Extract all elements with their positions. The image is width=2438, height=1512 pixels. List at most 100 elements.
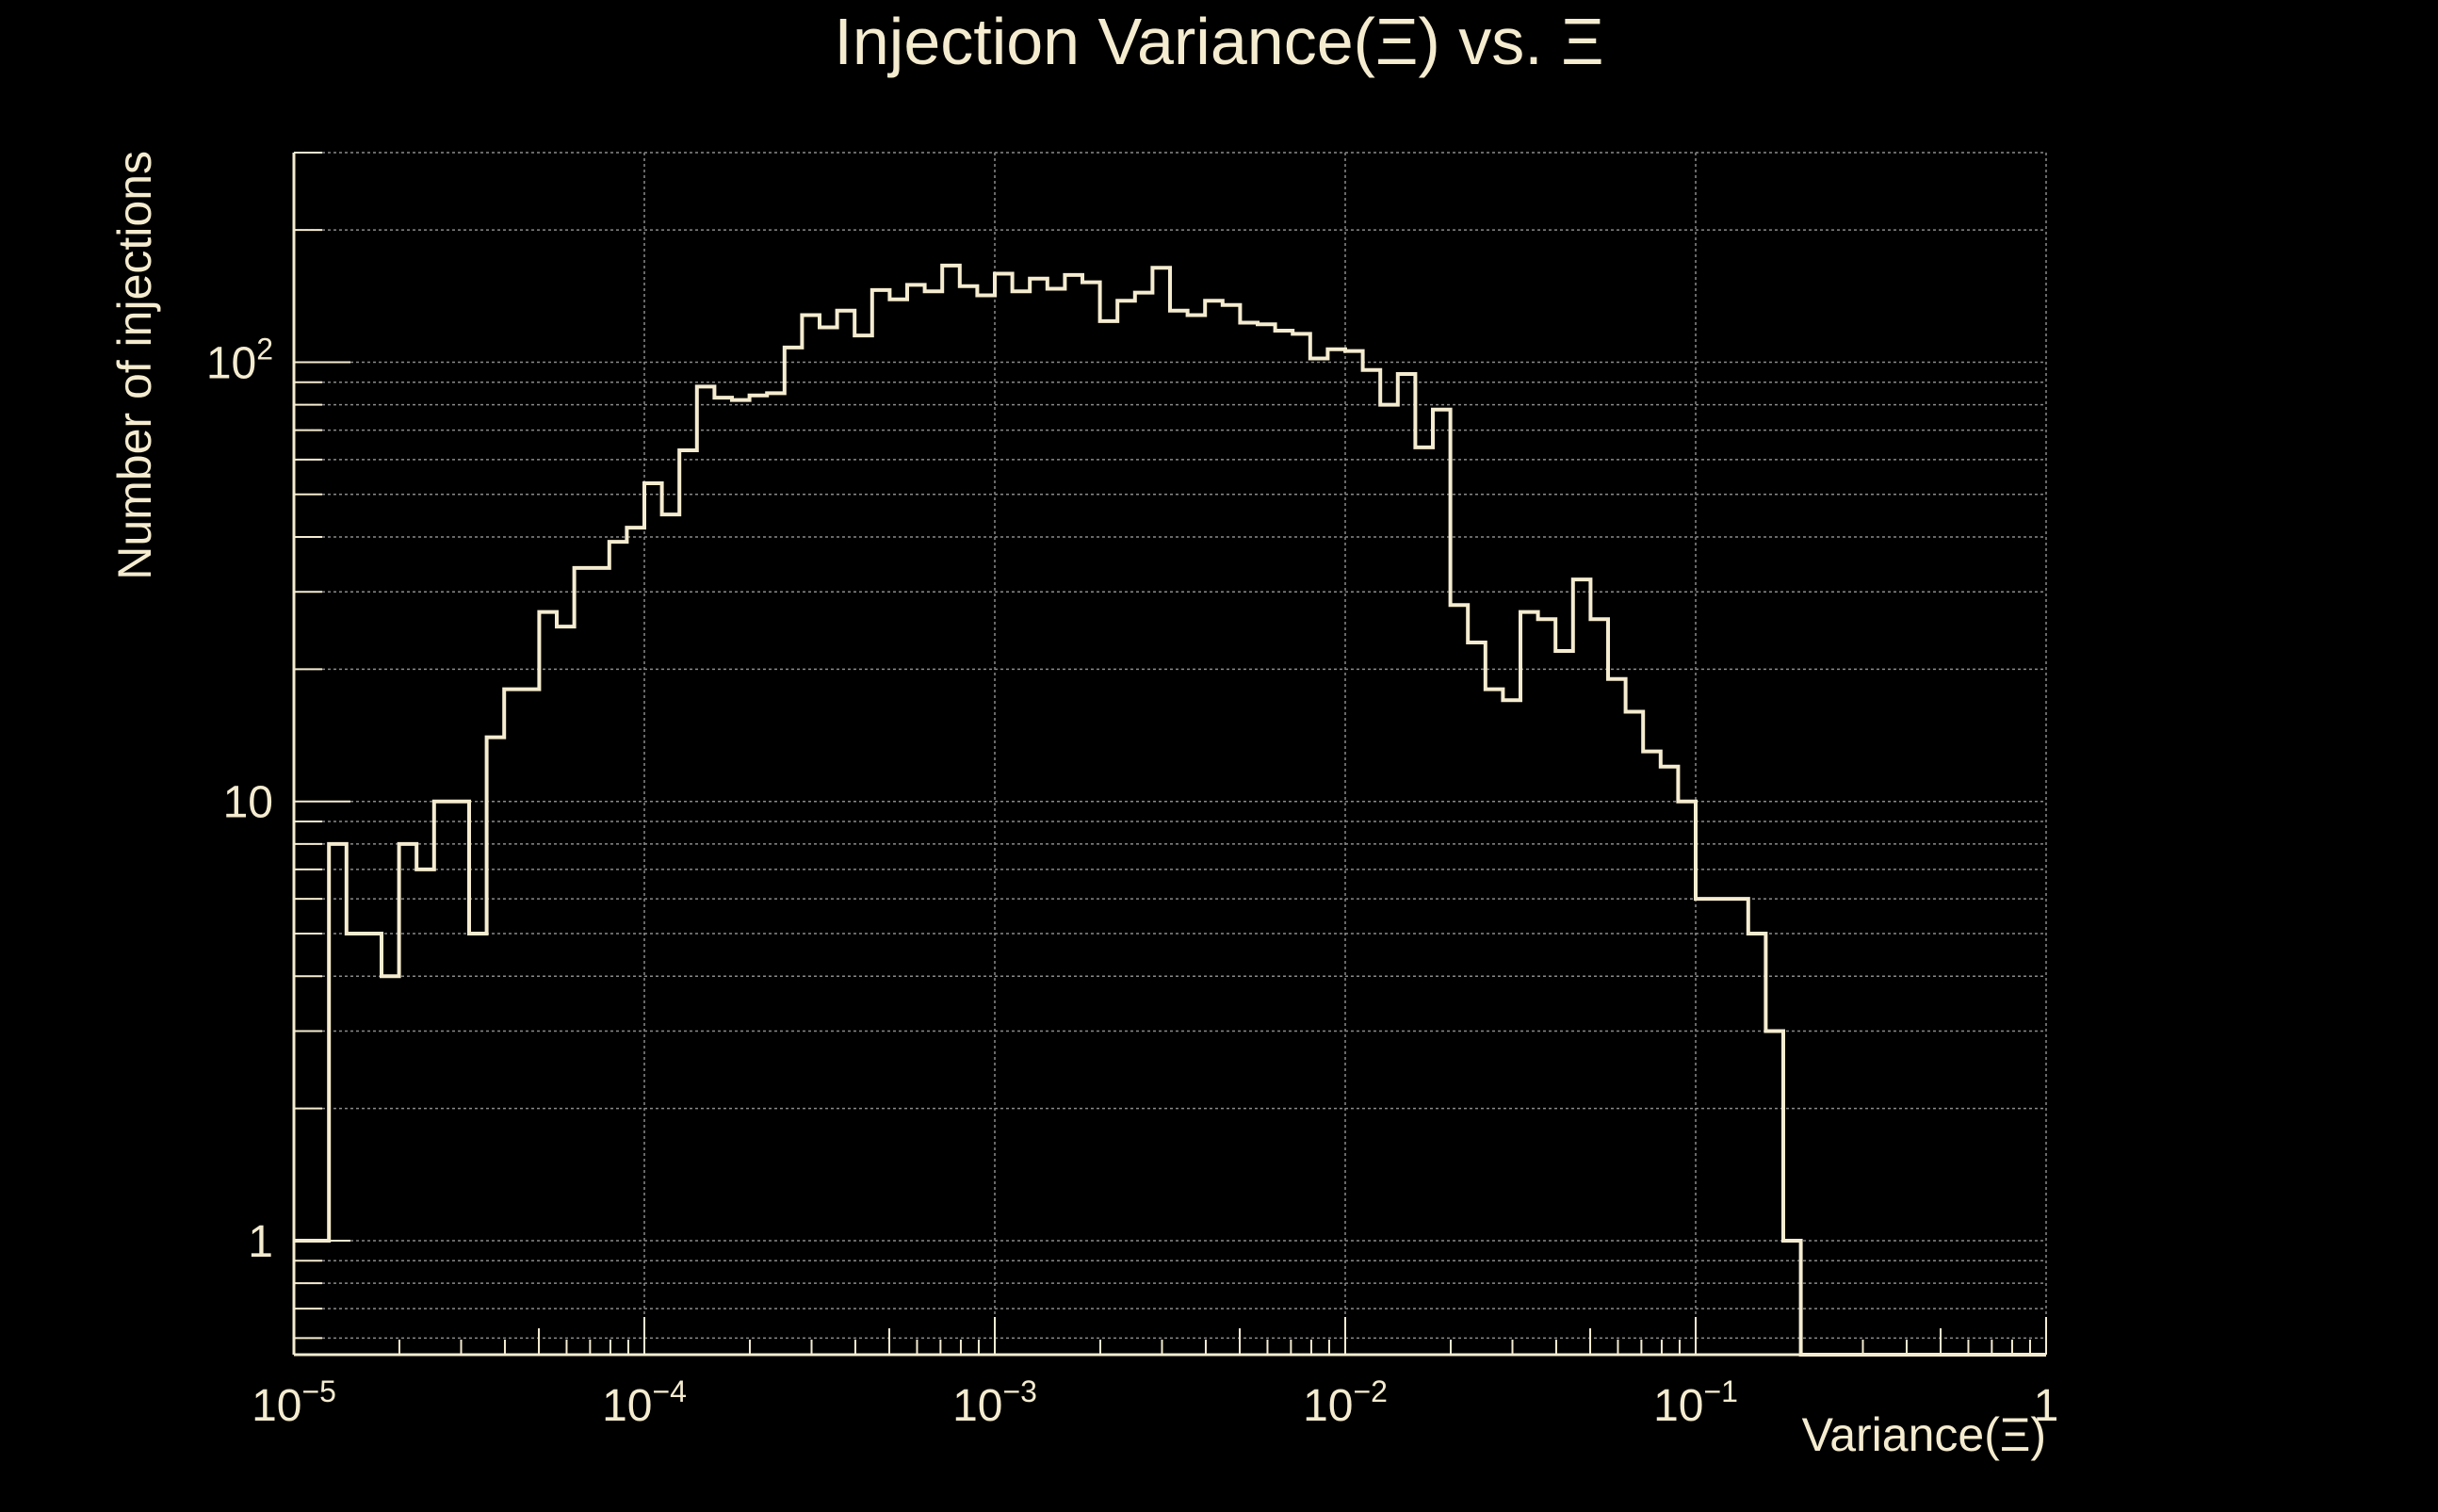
histogram-bin bbox=[1292, 333, 1310, 1355]
histogram-bin bbox=[1486, 690, 1503, 1355]
histogram-bin bbox=[592, 568, 610, 1355]
histogram-bin bbox=[364, 934, 382, 1355]
histogram-bin bbox=[1013, 291, 1031, 1355]
histogram-bin bbox=[732, 400, 750, 1355]
histogram-bin bbox=[697, 386, 715, 1355]
histogram-bin bbox=[504, 690, 522, 1355]
histogram-bin bbox=[522, 690, 540, 1355]
histogram-bin bbox=[1696, 899, 1714, 1355]
histogram-bin bbox=[1765, 1031, 1783, 1355]
histogram-bin bbox=[1327, 350, 1345, 1355]
y-tick-label: 102 bbox=[206, 332, 273, 388]
histogram-bin bbox=[557, 626, 575, 1355]
histogram-bin bbox=[1205, 301, 1223, 1355]
histogram-bin bbox=[1748, 934, 1766, 1355]
histogram-bin bbox=[539, 612, 557, 1355]
histogram-bin bbox=[1590, 619, 1608, 1355]
histogram-bin bbox=[1783, 1241, 1801, 1355]
histogram-bin bbox=[626, 528, 644, 1355]
x-tick-label: 10−4 bbox=[602, 1374, 687, 1431]
series-layer bbox=[294, 263, 2046, 1357]
axes-layer bbox=[292, 152, 2047, 1357]
histogram-bin bbox=[644, 483, 662, 1355]
histogram-bin bbox=[575, 568, 593, 1355]
histogram-bin bbox=[1065, 275, 1082, 1355]
histogram-bin bbox=[1678, 802, 1696, 1355]
histogram-bin bbox=[399, 844, 417, 1355]
histogram-bin bbox=[1345, 351, 1363, 1355]
histogram-bin bbox=[1048, 288, 1065, 1355]
histogram-bin bbox=[925, 291, 943, 1355]
histogram-bin bbox=[434, 802, 452, 1355]
y-tick-label: 1 bbox=[248, 1217, 273, 1267]
histogram-bin bbox=[312, 1241, 330, 1355]
histogram-bin bbox=[329, 844, 347, 1355]
histogram-bin bbox=[487, 738, 505, 1355]
x-tick-label: 10−3 bbox=[952, 1374, 1037, 1431]
label-layer: Injection Variance(Ξ) vs. Ξ Variance(Ξ) … bbox=[108, 5, 2058, 1461]
histogram-bin bbox=[451, 802, 469, 1355]
histogram-bin bbox=[1398, 374, 1416, 1355]
histogram-bin bbox=[889, 300, 907, 1355]
histogram-bin bbox=[907, 285, 925, 1355]
grid-layer bbox=[293, 152, 2047, 1355]
y-axis-label: Number of injections bbox=[108, 151, 161, 580]
histogram-bin bbox=[1082, 283, 1100, 1355]
y-tick-label: 10 bbox=[223, 778, 273, 828]
histogram-bin bbox=[1538, 619, 1556, 1355]
x-axis-label: Variance(Ξ) bbox=[1802, 1408, 2046, 1461]
histogram-bin bbox=[995, 274, 1013, 1355]
histogram-bin bbox=[767, 393, 785, 1355]
x-tick-label: 10−2 bbox=[1303, 1374, 1388, 1431]
histogram-bin bbox=[714, 398, 732, 1355]
histogram-outline bbox=[294, 263, 2046, 1357]
histogram-bin bbox=[610, 542, 627, 1355]
histogram-bin bbox=[347, 934, 365, 1355]
histogram-bin bbox=[382, 976, 399, 1355]
histogram-bin bbox=[469, 934, 487, 1355]
histogram-bin bbox=[1030, 279, 1048, 1355]
histogram-bin bbox=[662, 514, 680, 1355]
histogram-bin bbox=[854, 335, 872, 1355]
x-tick-label: 10−5 bbox=[252, 1374, 336, 1431]
histogram-bin bbox=[977, 295, 995, 1355]
histogram-bin bbox=[294, 1241, 312, 1355]
histogram-bin bbox=[1188, 315, 1206, 1355]
histogram-bin bbox=[1661, 767, 1679, 1355]
histogram-bin bbox=[1310, 358, 1328, 1355]
x-tick-label: 10−1 bbox=[1653, 1374, 1738, 1431]
histogram-bin bbox=[942, 266, 960, 1355]
histogram-bin bbox=[1626, 712, 1644, 1355]
histogram-bin bbox=[837, 311, 855, 1355]
histogram-bin bbox=[1415, 447, 1433, 1355]
histogram-bin bbox=[1433, 410, 1451, 1355]
histogram-bin bbox=[1117, 301, 1135, 1355]
histogram-bin bbox=[1223, 305, 1241, 1355]
histogram-bin bbox=[1643, 752, 1661, 1355]
histogram-bin bbox=[960, 286, 978, 1355]
histogram-bin bbox=[1555, 651, 1573, 1355]
histogram-bin bbox=[1503, 700, 1520, 1355]
histogram-bin bbox=[1520, 612, 1538, 1355]
x-tick-label: 1 bbox=[2034, 1381, 2059, 1431]
histogram-bin bbox=[1276, 331, 1293, 1355]
histogram-bin bbox=[802, 315, 820, 1355]
histogram-bin bbox=[1240, 323, 1258, 1355]
histogram-bin bbox=[1258, 324, 1276, 1355]
histogram-bin bbox=[1135, 293, 1153, 1355]
histogram-bin bbox=[1170, 311, 1188, 1355]
histogram-bin bbox=[1363, 370, 1381, 1355]
histogram-bin bbox=[1380, 405, 1398, 1355]
histogram-bin bbox=[1468, 642, 1486, 1355]
histogram-bin bbox=[1608, 679, 1626, 1355]
histogram-bin bbox=[785, 348, 803, 1355]
histogram-bin bbox=[1451, 605, 1469, 1355]
histogram-bin bbox=[416, 870, 434, 1355]
chart-title: Injection Variance(Ξ) vs. Ξ bbox=[834, 5, 1603, 78]
histogram-bin bbox=[1731, 899, 1748, 1355]
histogram-bin bbox=[679, 450, 697, 1355]
histogram-bin bbox=[1100, 321, 1118, 1355]
histogram-bin bbox=[1714, 899, 1731, 1355]
histogram-bin bbox=[1152, 268, 1170, 1355]
